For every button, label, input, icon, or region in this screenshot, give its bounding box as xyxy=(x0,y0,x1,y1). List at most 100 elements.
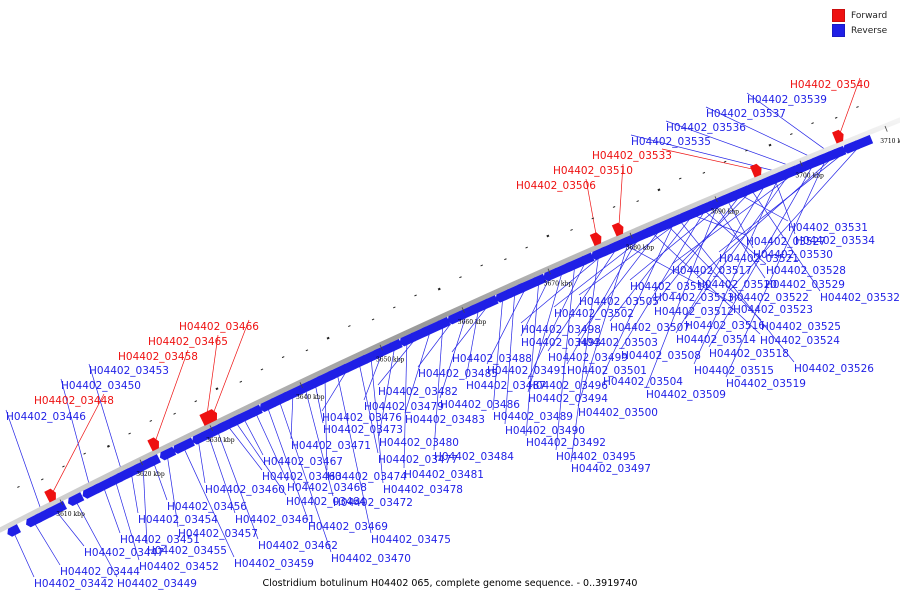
gene-feature[interactable] xyxy=(435,316,451,331)
gene-label[interactable]: H04402_03470 xyxy=(331,553,411,565)
gene-label[interactable]: H04402_03507 xyxy=(610,322,690,334)
gene-label[interactable]: H04402_03537 xyxy=(706,108,786,120)
gene-label[interactable]: H04402_03511 xyxy=(630,281,710,293)
gene-label[interactable]: H04402_03518 xyxy=(709,348,789,360)
gene-label[interactable]: H04402_03458 xyxy=(118,351,198,363)
gene-label[interactable]: H04402_03447 xyxy=(84,547,164,559)
gene-label[interactable]: H04402_03517 xyxy=(672,265,752,277)
gene-feature[interactable] xyxy=(483,295,499,309)
gene-label[interactable]: H04402_03501 xyxy=(567,365,647,377)
gene-label[interactable]: H04402_03515 xyxy=(694,365,774,377)
gene-label[interactable]: H04402_03528 xyxy=(766,265,846,277)
gene-feature[interactable] xyxy=(145,454,161,468)
gene-label[interactable]: H04402_03462 xyxy=(258,540,338,552)
gene-label[interactable]: H04402_03496 xyxy=(528,380,608,392)
gene-label[interactable]: H04402_03446 xyxy=(6,411,86,423)
gene-label[interactable]: H04402_03444 xyxy=(60,566,140,578)
gene-label[interactable]: H04402_03457 xyxy=(178,528,258,540)
gene-feature[interactable] xyxy=(43,500,68,519)
gene-label[interactable]: H04402_03467 xyxy=(263,456,343,468)
gene-label[interactable]: H04402_03526 xyxy=(794,363,874,375)
gene-label[interactable]: H04402_03535 xyxy=(631,136,711,148)
gene-feature[interactable] xyxy=(5,524,22,538)
gene-label[interactable]: H04402_03512 xyxy=(654,306,734,318)
gene-label[interactable]: H04402_03466 xyxy=(179,321,259,333)
gene-label[interactable]: H04402_03448 xyxy=(34,395,114,407)
gene-label[interactable]: H04402_03500 xyxy=(578,407,658,419)
gene-label[interactable]: H04402_03502 xyxy=(554,308,634,320)
gene-label[interactable]: H04402_03520 xyxy=(697,279,777,291)
gene-label[interactable]: H04402_03489 xyxy=(493,411,573,423)
gene-label[interactable]: H04402_03536 xyxy=(666,122,746,134)
gene-label[interactable]: H04402_03477 xyxy=(378,454,458,466)
gene-feature[interactable] xyxy=(247,404,263,419)
gene-label[interactable]: H04402_03488 xyxy=(452,353,532,365)
gene-label[interactable]: H04402_03451 xyxy=(120,534,200,546)
gene-feature[interactable] xyxy=(791,162,807,175)
gene-feature[interactable] xyxy=(158,446,177,462)
gene-label[interactable]: H04402_03516 xyxy=(685,320,765,332)
gene-label[interactable]: H04402_03531 xyxy=(788,222,868,234)
gene-label[interactable]: H04402_03483 xyxy=(405,414,485,426)
gene-feature[interactable] xyxy=(810,153,828,167)
gene-label[interactable]: H04402_03472 xyxy=(333,497,413,509)
gene-label[interactable]: H04402_03525 xyxy=(761,321,841,333)
gene-feature[interactable] xyxy=(611,221,626,237)
gene-label[interactable]: H04402_03450 xyxy=(61,380,141,392)
gene-feature[interactable] xyxy=(695,202,711,215)
gene-label[interactable]: H04402_03471 xyxy=(291,440,371,452)
gene-label[interactable]: H04402_03452 xyxy=(139,561,219,573)
gene-feature[interactable] xyxy=(589,231,604,247)
gene-label[interactable]: H04402_03527 xyxy=(746,236,826,248)
gene-label[interactable]: H04402_03539 xyxy=(747,94,827,106)
gene-label[interactable]: H04402_03513 xyxy=(654,292,734,304)
gene-label[interactable]: H04402_03529 xyxy=(765,279,845,291)
gene-label[interactable]: H04402_03486 xyxy=(440,399,520,411)
gene-feature[interactable] xyxy=(749,163,764,178)
gene-label[interactable]: H04402_03533 xyxy=(592,150,672,162)
gene-label[interactable]: H04402_03453 xyxy=(89,365,169,377)
gene-label[interactable]: H04402_03482 xyxy=(378,386,458,398)
gene-feature[interactable] xyxy=(727,185,751,203)
gene-label[interactable]: H04402_03485 xyxy=(418,368,498,380)
gene-label[interactable]: H04402_03510 xyxy=(553,165,633,177)
gene-label[interactable]: H04402_03524 xyxy=(760,335,840,347)
gene-feature[interactable] xyxy=(743,182,759,195)
gene-label[interactable]: H04402_03480 xyxy=(379,437,459,449)
gene-label[interactable]: H04402_03487 xyxy=(466,380,546,392)
gene-label[interactable]: H04402_03519 xyxy=(726,378,806,390)
gene-feature[interactable] xyxy=(643,224,659,238)
gene-label[interactable]: H04402_03459 xyxy=(234,558,314,570)
gene-label[interactable]: H04402_03442 xyxy=(34,578,114,590)
gene-label[interactable]: H04402_03497 xyxy=(571,463,651,475)
gene-label[interactable]: H04402_03461 xyxy=(235,514,315,526)
gene-feature[interactable] xyxy=(205,408,219,423)
gene-label[interactable]: H04402_03494 xyxy=(528,393,608,405)
gene-label[interactable]: H04402_03522 xyxy=(729,292,809,304)
gene-label[interactable]: H04402_03463 xyxy=(262,471,342,483)
gene-label[interactable]: H04402_03493 xyxy=(521,337,601,349)
gene-label[interactable]: H04402_03499 xyxy=(548,352,628,364)
gene-label[interactable]: H04402_03484 xyxy=(434,451,514,463)
gene-label[interactable]: H04402_03476 xyxy=(322,412,402,424)
gene-feature[interactable] xyxy=(832,129,846,144)
gene-label[interactable]: H04402_03455 xyxy=(147,545,227,557)
gene-label[interactable]: H04402_03503 xyxy=(578,337,658,349)
gene-label[interactable]: H04402_03508 xyxy=(621,350,701,362)
gene-label[interactable]: H04402_03473 xyxy=(323,424,403,436)
gene-label[interactable]: H04402_03509 xyxy=(646,389,726,401)
gene-feature[interactable] xyxy=(66,492,85,507)
gene-label[interactable]: H04402_03460 xyxy=(205,484,285,496)
gene-feature[interactable] xyxy=(611,235,635,252)
gene-label[interactable]: H04402_03505 xyxy=(579,296,659,308)
gene-label[interactable]: H04402_03481 xyxy=(404,469,484,481)
gene-label[interactable]: H04402_03454 xyxy=(138,514,218,526)
gene-feature[interactable] xyxy=(531,273,547,288)
gene-label[interactable]: H04402_03492 xyxy=(526,437,606,449)
gene-feature[interactable] xyxy=(579,252,595,266)
legend-item-reverse[interactable]: Reverse xyxy=(832,23,892,38)
gene-feature[interactable] xyxy=(147,436,161,452)
gene-label[interactable]: H04402_03491 xyxy=(487,365,567,377)
gene-label[interactable]: H04402_03478 xyxy=(383,484,463,496)
gene-label[interactable]: H04402_03449 xyxy=(117,578,197,590)
